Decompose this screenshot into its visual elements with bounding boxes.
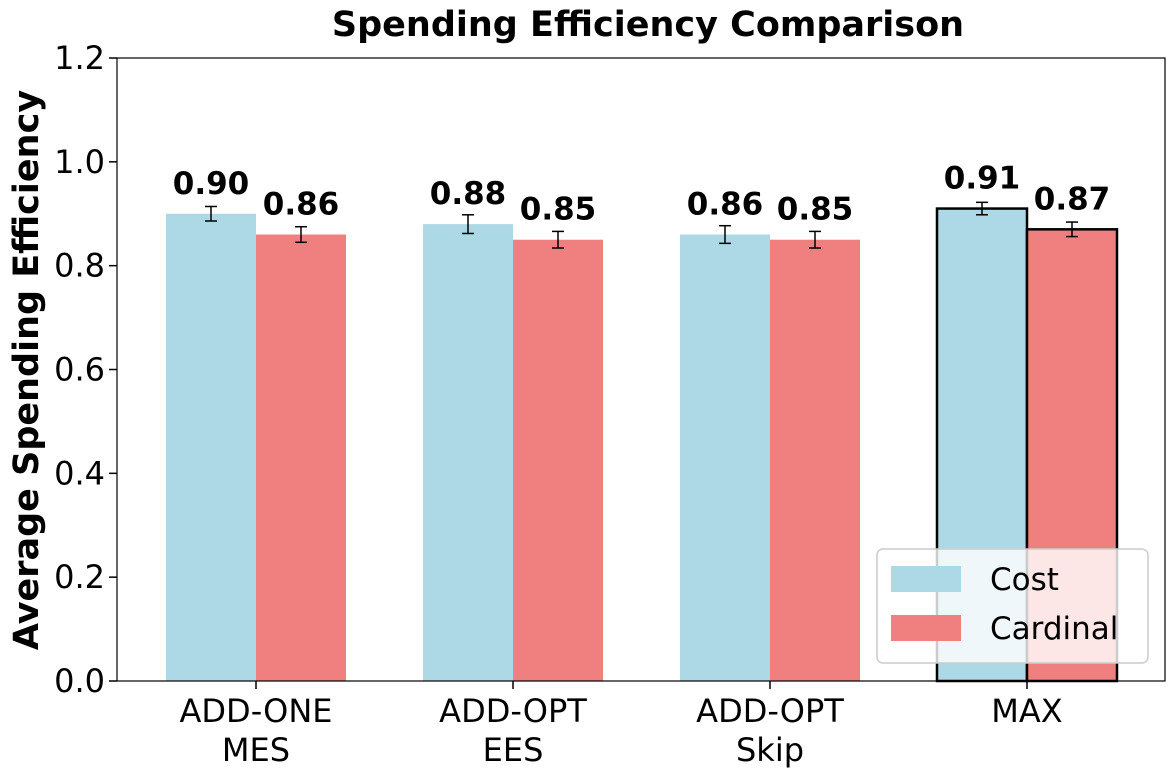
data-label: 0.86 [263, 187, 340, 223]
bar-cost [680, 234, 770, 681]
x-tick-label: ADD-OPT [439, 692, 587, 730]
y-axis-label: Average Spending Efficiency [7, 90, 47, 650]
legend-label-cost: Cost [990, 562, 1059, 598]
bar-cost [423, 224, 513, 681]
data-label: 0.85 [520, 192, 597, 228]
bar-cardinal [513, 239, 603, 682]
y-tick-label: 0.2 [54, 558, 105, 596]
data-label: 0.86 [687, 187, 764, 223]
y-tick-label: 0.0 [54, 662, 105, 700]
axes-frame [116, 57, 1166, 682]
data-label: 0.88 [430, 176, 507, 212]
y-tick-label: 1.2 [54, 39, 105, 77]
x-tick-label: MES [222, 731, 290, 769]
data-label: 0.85 [777, 192, 854, 228]
bar-cardinal [256, 234, 346, 681]
y-tick-label: 1.0 [54, 143, 105, 181]
data-label: 0.90 [173, 166, 250, 202]
x-tick-label: MAX [991, 692, 1062, 730]
legend-swatch-cardinal [891, 615, 961, 641]
bar-cardinal [770, 239, 860, 682]
x-tick-label: EES [483, 731, 544, 769]
x-tick-label: Skip [736, 731, 804, 769]
legend-label-cardinal: Cardinal [990, 611, 1118, 647]
x-tick-label: ADD-ONE [180, 692, 333, 730]
bar-cost [166, 213, 256, 681]
data-label: 0.91 [944, 161, 1021, 197]
plot-area: 0.0 0.2 0.4 0.6 0.8 1.0 1.2 0.90 0.88 0.86 0.91 0.8… [54, 39, 1166, 769]
chart-title: Spending Efficiency Comparison [332, 5, 964, 45]
x-tick-label: ADD-OPT [696, 692, 844, 730]
y-tick-label: 0.4 [54, 454, 105, 492]
y-tick-label: 0.8 [54, 247, 105, 285]
legend-swatch-cost [891, 566, 961, 592]
data-label: 0.87 [1034, 181, 1111, 217]
y-tick-label: 0.6 [54, 351, 105, 389]
